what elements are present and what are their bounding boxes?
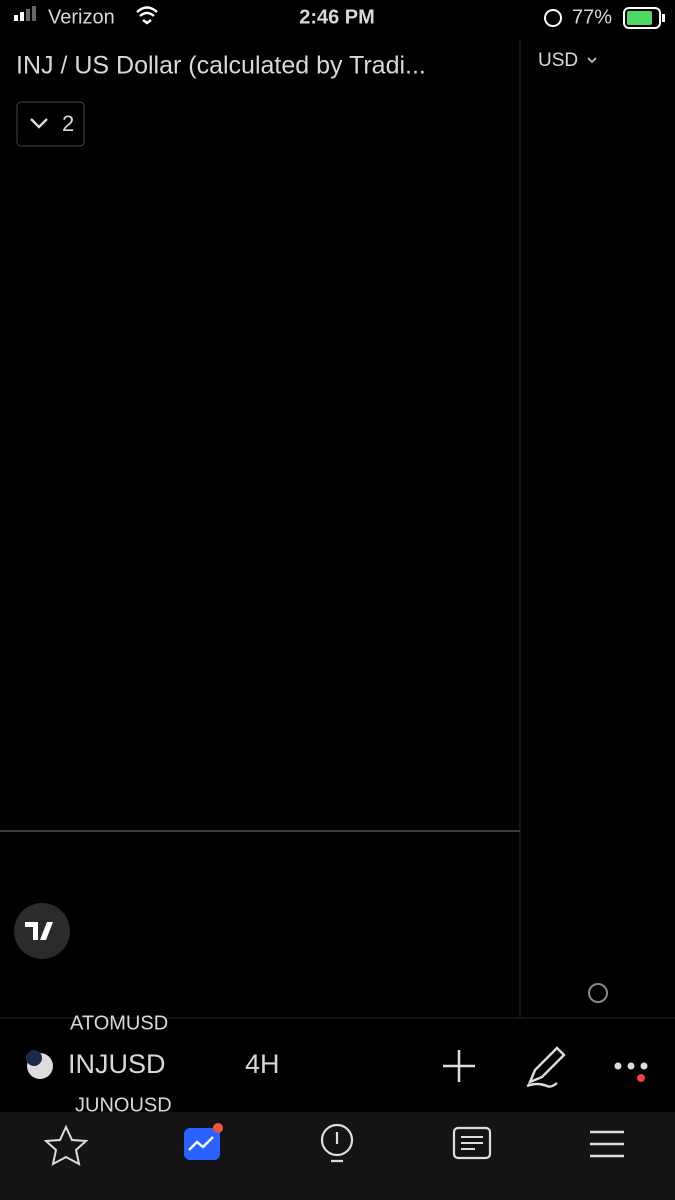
tv-logo[interactable]: [14, 903, 70, 959]
currency[interactable]: USD: [538, 50, 578, 71]
status-bar: Verizon 2:46 PM 77%: [14, 6, 665, 29]
ghost-symbol: JUNOUSD: [75, 1094, 172, 1116]
more-button[interactable]: [614, 1062, 648, 1083]
symbol[interactable]: INJUSD: [68, 1049, 166, 1079]
add-button[interactable]: [443, 1050, 475, 1082]
settings-icon[interactable]: [588, 983, 608, 1003]
collapse-button[interactable]: [16, 101, 85, 147]
chart-title: INJ / US Dollar (calculated by Tradi...: [16, 52, 426, 80]
battery-level: 77%: [572, 6, 612, 28]
carrier: Verizon: [48, 6, 115, 28]
draw-button[interactable]: [526, 1046, 566, 1088]
interval[interactable]: 4H: [245, 1049, 280, 1079]
clock: 2:46 PM: [299, 6, 375, 28]
ghost-symbol: ATOMUSD: [70, 1012, 168, 1034]
indicator-count: 2: [62, 111, 74, 136]
